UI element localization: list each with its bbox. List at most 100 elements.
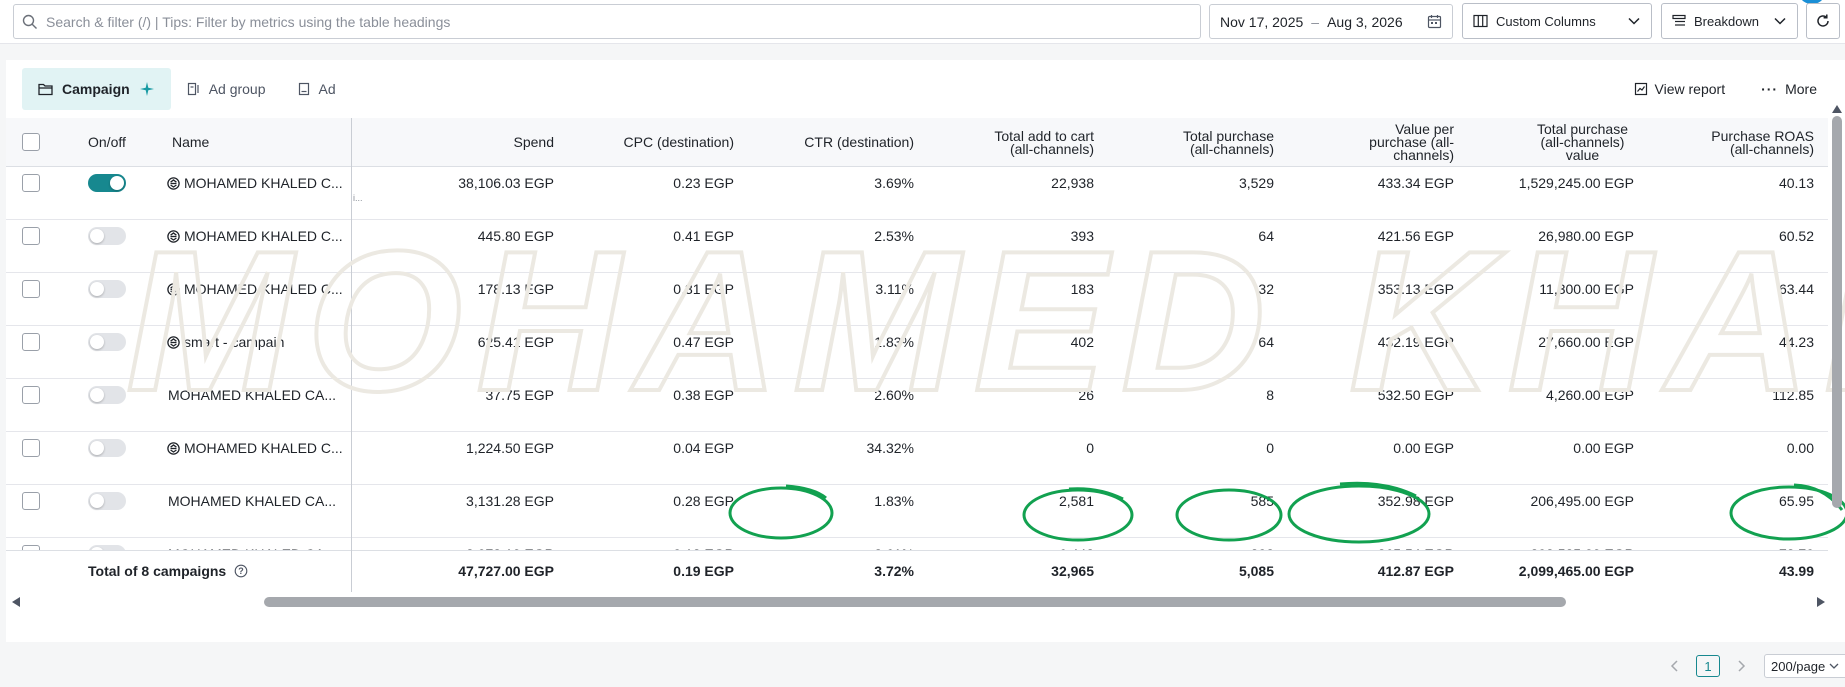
horizontal-scroll-thumb[interactable]	[264, 597, 1566, 607]
row-checkbox[interactable]	[22, 280, 40, 298]
scroll-left-icon[interactable]	[11, 596, 21, 608]
header-line: (all-channels)	[1009, 140, 1094, 157]
next-page-icon[interactable]	[1734, 659, 1748, 673]
header-ctr[interactable]: CTR (destination)	[804, 134, 914, 150]
date-range-picker[interactable]: Nov 17, 2025 – Aug 3, 2026	[1209, 4, 1453, 39]
row-add-to-cart: 183	[1070, 281, 1094, 297]
breakdown-label: Breakdown	[1694, 13, 1760, 29]
row-checkbox[interactable]	[22, 333, 40, 351]
header-name[interactable]: Name	[172, 134, 210, 150]
row-checkbox[interactable]	[22, 439, 40, 457]
campaign-toggle[interactable]	[88, 439, 126, 457]
more-button[interactable]: ··· More	[1761, 81, 1817, 97]
tab-ad[interactable]: Ad	[282, 68, 352, 110]
row-checkbox[interactable]	[22, 174, 40, 192]
campaign-name[interactable]: smart - campain	[167, 334, 284, 350]
header-line: channels)	[1393, 147, 1454, 163]
campaign-name[interactable]: MOHAMED KHALED C...	[167, 281, 343, 297]
row-cpc: 0.23 EGP	[673, 175, 734, 191]
header-line: value	[1565, 147, 1600, 163]
header-spend[interactable]: Spend	[513, 134, 554, 150]
calendar-icon	[1427, 15, 1442, 29]
search-placeholder: Search & filter (/) | Tips: Filter by me…	[46, 13, 451, 30]
campaign-toggle[interactable]	[88, 386, 126, 404]
toggle-knob	[110, 176, 124, 190]
row-spend: 625.41 EGP	[477, 334, 554, 350]
campaign-toggle[interactable]	[88, 174, 126, 192]
campaign-name-text: MOHAMED KHALED CA...	[168, 387, 337, 403]
header-add-to-cart[interactable]: Total add to cart (all-channels)	[916, 118, 1094, 167]
search-input[interactable]: Search & filter (/) | Tips: Filter by me…	[13, 4, 1201, 39]
refresh-button[interactable]	[1806, 3, 1840, 39]
total-roas: 43.99	[1778, 563, 1814, 579]
total-purchase-value: 2,099,465.00 EGP	[1518, 563, 1634, 579]
header-line: Total purchase	[1182, 127, 1274, 144]
vertical-scrollbar[interactable]	[1828, 104, 1845, 592]
vertical-scroll-thumb[interactable]	[1832, 116, 1842, 508]
header-cpc[interactable]: CPC (destination)	[623, 134, 735, 150]
row-ctr: 3.69%	[874, 175, 914, 191]
header-value-per-purchase[interactable]: Value per purchase (all-channels)	[1276, 118, 1454, 167]
chevron-down-icon	[1774, 17, 1786, 25]
header-onoff[interactable]: On/off	[88, 134, 126, 150]
row-value-per-purchase: 433.34 EGP	[1377, 175, 1454, 191]
scroll-right-icon[interactable]	[1816, 596, 1826, 608]
header-line: (all-channels)	[1189, 140, 1274, 157]
row-checkbox[interactable]	[22, 386, 40, 404]
custom-columns-dropdown[interactable]: Custom Columns	[1462, 3, 1652, 39]
table-row[interactable]: MOHAMED KHALED CA... 37.75 EGP 0.38 EGP 2.6…	[6, 379, 1828, 432]
total-purchase: 5,085	[1238, 563, 1274, 579]
campaign-name[interactable]: MOHAMED KHALED CA...	[168, 493, 336, 509]
breakdown-dropdown[interactable]: Breakdown	[1661, 3, 1798, 39]
tab-campaign[interactable]: Campaign	[22, 68, 171, 110]
row-note: i...	[353, 193, 363, 203]
table-row[interactable]: MOHAMED KHALED C... 178.13 EGP 0.31 EGP 3.1…	[6, 273, 1828, 326]
total-spend: 47,727.00 EGP	[458, 563, 554, 579]
row-cpc: 0.41 EGP	[673, 228, 734, 244]
row-roas: 63.44	[1778, 281, 1814, 297]
more-label: More	[1785, 81, 1817, 97]
row-checkbox[interactable]	[22, 227, 40, 245]
header-purchase[interactable]: Total purchase (all-channels)	[1096, 118, 1274, 167]
table-row[interactable]: MOHAMED KHALED C... 1,224.50 EGP 0.04 EGP 3…	[6, 432, 1828, 485]
table-row[interactable]: MOHAMED KHALED C... 445.80 EGP 0.41 EGP 2.5…	[6, 220, 1828, 273]
row-checkbox[interactable]	[22, 492, 40, 510]
campaign-name-text: MOHAMED KHALED C...	[184, 228, 343, 244]
help-icon[interactable]: ?	[234, 564, 248, 578]
campaign-name[interactable]: MOHAMED KHALED C...	[167, 440, 343, 456]
campaigns-panel: Campaign Ad group Ad View report ··· Mor…	[6, 60, 1845, 642]
current-page: 1	[1704, 658, 1712, 674]
campaign-name[interactable]: MOHAMED KHALED C...	[167, 175, 343, 191]
campaign-toggle[interactable]	[88, 333, 126, 351]
select-all-checkbox[interactable]	[22, 133, 40, 151]
row-purchase: 3,529	[1238, 175, 1274, 191]
refresh-icon	[1817, 14, 1829, 27]
row-cpc: 0.47 EGP	[673, 334, 734, 350]
row-ctr: 1.83%	[874, 493, 914, 509]
horizontal-scrollbar[interactable]	[6, 592, 1845, 610]
row-roas: 0.00	[1786, 440, 1814, 456]
campaign-toggle[interactable]	[88, 280, 126, 298]
table-row[interactable]: MOHAMED KHALED CA... 3,131.28 EGP 0.28 EGP…	[6, 485, 1828, 538]
scroll-up-icon[interactable]	[1831, 104, 1843, 114]
table-row[interactable]: MOHAMED KHALED C... i... 38,106.03 EGP 0.23…	[6, 167, 1828, 220]
row-cpc: 0.04 EGP	[673, 440, 734, 456]
row-cpc: 0.31 EGP	[673, 281, 734, 297]
header-purchase-value[interactable]: Total purchase (all-channels) value	[1456, 118, 1628, 167]
page-size-select[interactable]: 200/page	[1764, 654, 1845, 678]
campaign-table: On/off Name Spend CPC (destination) CTR …	[6, 118, 1828, 592]
row-ctr: 2.53%	[874, 228, 914, 244]
view-report-button[interactable]: View report	[1634, 81, 1725, 97]
header-roas[interactable]: Purchase ROAS (all-channels)	[1636, 118, 1814, 167]
campaign-name[interactable]: MOHAMED KHALED C...	[167, 228, 343, 244]
page-1-button[interactable]: 1	[1696, 655, 1720, 677]
campaign-toggle[interactable]	[88, 227, 126, 245]
table-row[interactable]: smart - campain 625.41 EGP 0.47 EGP 1.83% 40…	[6, 326, 1828, 379]
campaign-toggle[interactable]	[88, 492, 126, 510]
row-add-to-cart: 2,581	[1058, 493, 1094, 509]
total-row: Total of 8 campaigns ? 47,727.00 EGP 0.1…	[6, 550, 1828, 592]
prev-page-icon[interactable]	[1668, 659, 1682, 673]
campaign-name[interactable]: MOHAMED KHALED CA...	[168, 387, 336, 403]
tab-ad-group[interactable]: Ad group	[171, 68, 282, 110]
row-purchase-value: 4,260.00 EGP	[1546, 387, 1634, 403]
